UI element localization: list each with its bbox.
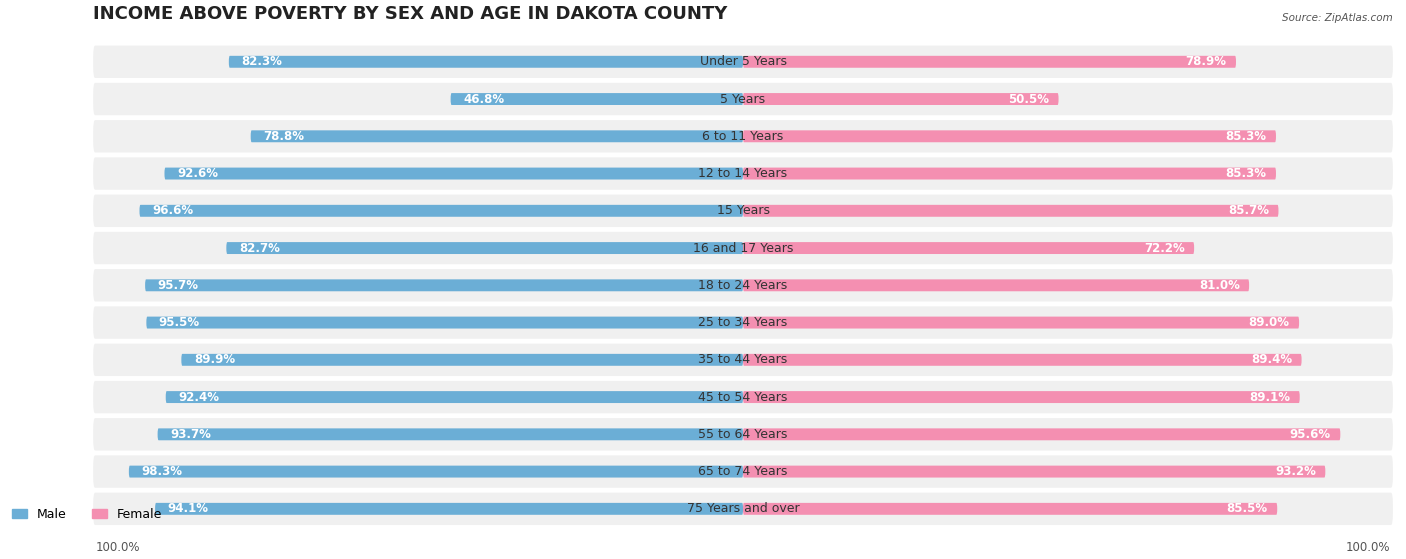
Text: 89.0%: 89.0% — [1249, 316, 1289, 329]
Text: 89.9%: 89.9% — [194, 353, 235, 366]
FancyBboxPatch shape — [93, 418, 1393, 451]
FancyBboxPatch shape — [93, 46, 1393, 78]
Text: 78.9%: 78.9% — [1185, 55, 1226, 68]
FancyBboxPatch shape — [129, 466, 742, 477]
Text: 93.2%: 93.2% — [1275, 465, 1316, 478]
FancyBboxPatch shape — [451, 93, 742, 105]
Text: 45 to 54 Years: 45 to 54 Years — [699, 391, 787, 404]
Text: 50.5%: 50.5% — [1008, 93, 1049, 106]
FancyBboxPatch shape — [93, 456, 1393, 488]
Text: 78.8%: 78.8% — [263, 130, 304, 143]
Text: 18 to 24 Years: 18 to 24 Years — [699, 279, 787, 292]
Text: INCOME ABOVE POVERTY BY SEX AND AGE IN DAKOTA COUNTY: INCOME ABOVE POVERTY BY SEX AND AGE IN D… — [93, 4, 728, 23]
Text: 96.6%: 96.6% — [152, 204, 193, 217]
FancyBboxPatch shape — [93, 344, 1393, 376]
Text: 15 Years: 15 Years — [717, 204, 769, 217]
Text: 25 to 34 Years: 25 to 34 Years — [699, 316, 787, 329]
Text: 89.1%: 89.1% — [1250, 391, 1291, 404]
Text: 82.3%: 82.3% — [242, 55, 283, 68]
Text: 94.1%: 94.1% — [167, 503, 208, 515]
FancyBboxPatch shape — [742, 56, 1236, 68]
FancyBboxPatch shape — [742, 316, 1299, 329]
Text: 85.5%: 85.5% — [1226, 503, 1268, 515]
FancyBboxPatch shape — [93, 492, 1393, 525]
Text: Under 5 Years: Under 5 Years — [700, 55, 786, 68]
FancyBboxPatch shape — [181, 354, 742, 366]
Text: 6 to 11 Years: 6 to 11 Years — [703, 130, 783, 143]
FancyBboxPatch shape — [165, 168, 742, 179]
Text: 95.5%: 95.5% — [159, 316, 200, 329]
FancyBboxPatch shape — [93, 232, 1393, 264]
FancyBboxPatch shape — [93, 306, 1393, 339]
FancyBboxPatch shape — [157, 428, 742, 440]
FancyBboxPatch shape — [166, 391, 742, 403]
FancyBboxPatch shape — [93, 157, 1393, 190]
FancyBboxPatch shape — [93, 381, 1393, 413]
FancyBboxPatch shape — [93, 195, 1393, 227]
FancyBboxPatch shape — [226, 242, 742, 254]
FancyBboxPatch shape — [742, 466, 1326, 477]
Text: 35 to 44 Years: 35 to 44 Years — [699, 353, 787, 366]
Text: 65 to 74 Years: 65 to 74 Years — [699, 465, 787, 478]
Text: Source: ZipAtlas.com: Source: ZipAtlas.com — [1282, 13, 1393, 23]
FancyBboxPatch shape — [145, 280, 742, 291]
FancyBboxPatch shape — [155, 503, 742, 515]
Text: 93.7%: 93.7% — [170, 428, 211, 441]
FancyBboxPatch shape — [93, 83, 1393, 115]
Text: 81.0%: 81.0% — [1199, 279, 1240, 292]
Text: 95.7%: 95.7% — [157, 279, 198, 292]
Text: 82.7%: 82.7% — [239, 241, 280, 254]
FancyBboxPatch shape — [742, 205, 1278, 217]
FancyBboxPatch shape — [742, 428, 1340, 440]
Text: 85.3%: 85.3% — [1226, 130, 1267, 143]
Text: 85.3%: 85.3% — [1226, 167, 1267, 180]
Text: 46.8%: 46.8% — [463, 93, 505, 106]
FancyBboxPatch shape — [146, 316, 742, 329]
FancyBboxPatch shape — [742, 354, 1302, 366]
FancyBboxPatch shape — [93, 120, 1393, 153]
Text: 16 and 17 Years: 16 and 17 Years — [693, 241, 793, 254]
Text: 98.3%: 98.3% — [142, 465, 183, 478]
Text: 12 to 14 Years: 12 to 14 Years — [699, 167, 787, 180]
FancyBboxPatch shape — [742, 391, 1299, 403]
Text: 72.2%: 72.2% — [1144, 241, 1185, 254]
Text: 5 Years: 5 Years — [720, 93, 766, 106]
Text: 100.0%: 100.0% — [96, 541, 141, 553]
FancyBboxPatch shape — [742, 280, 1249, 291]
FancyBboxPatch shape — [250, 130, 742, 142]
Text: 92.4%: 92.4% — [179, 391, 219, 404]
FancyBboxPatch shape — [742, 168, 1277, 179]
FancyBboxPatch shape — [139, 205, 742, 217]
FancyBboxPatch shape — [229, 56, 742, 68]
FancyBboxPatch shape — [742, 130, 1277, 142]
FancyBboxPatch shape — [93, 269, 1393, 301]
FancyBboxPatch shape — [742, 93, 1059, 105]
FancyBboxPatch shape — [742, 503, 1277, 515]
Text: 85.7%: 85.7% — [1227, 204, 1270, 217]
Text: 100.0%: 100.0% — [1346, 541, 1391, 553]
Text: 92.6%: 92.6% — [177, 167, 218, 180]
Text: 75 Years and over: 75 Years and over — [686, 503, 800, 515]
Text: 95.6%: 95.6% — [1289, 428, 1331, 441]
FancyBboxPatch shape — [742, 242, 1194, 254]
Text: 55 to 64 Years: 55 to 64 Years — [699, 428, 787, 441]
Legend: Male, Female: Male, Female — [7, 503, 167, 526]
Text: 89.4%: 89.4% — [1251, 353, 1292, 366]
